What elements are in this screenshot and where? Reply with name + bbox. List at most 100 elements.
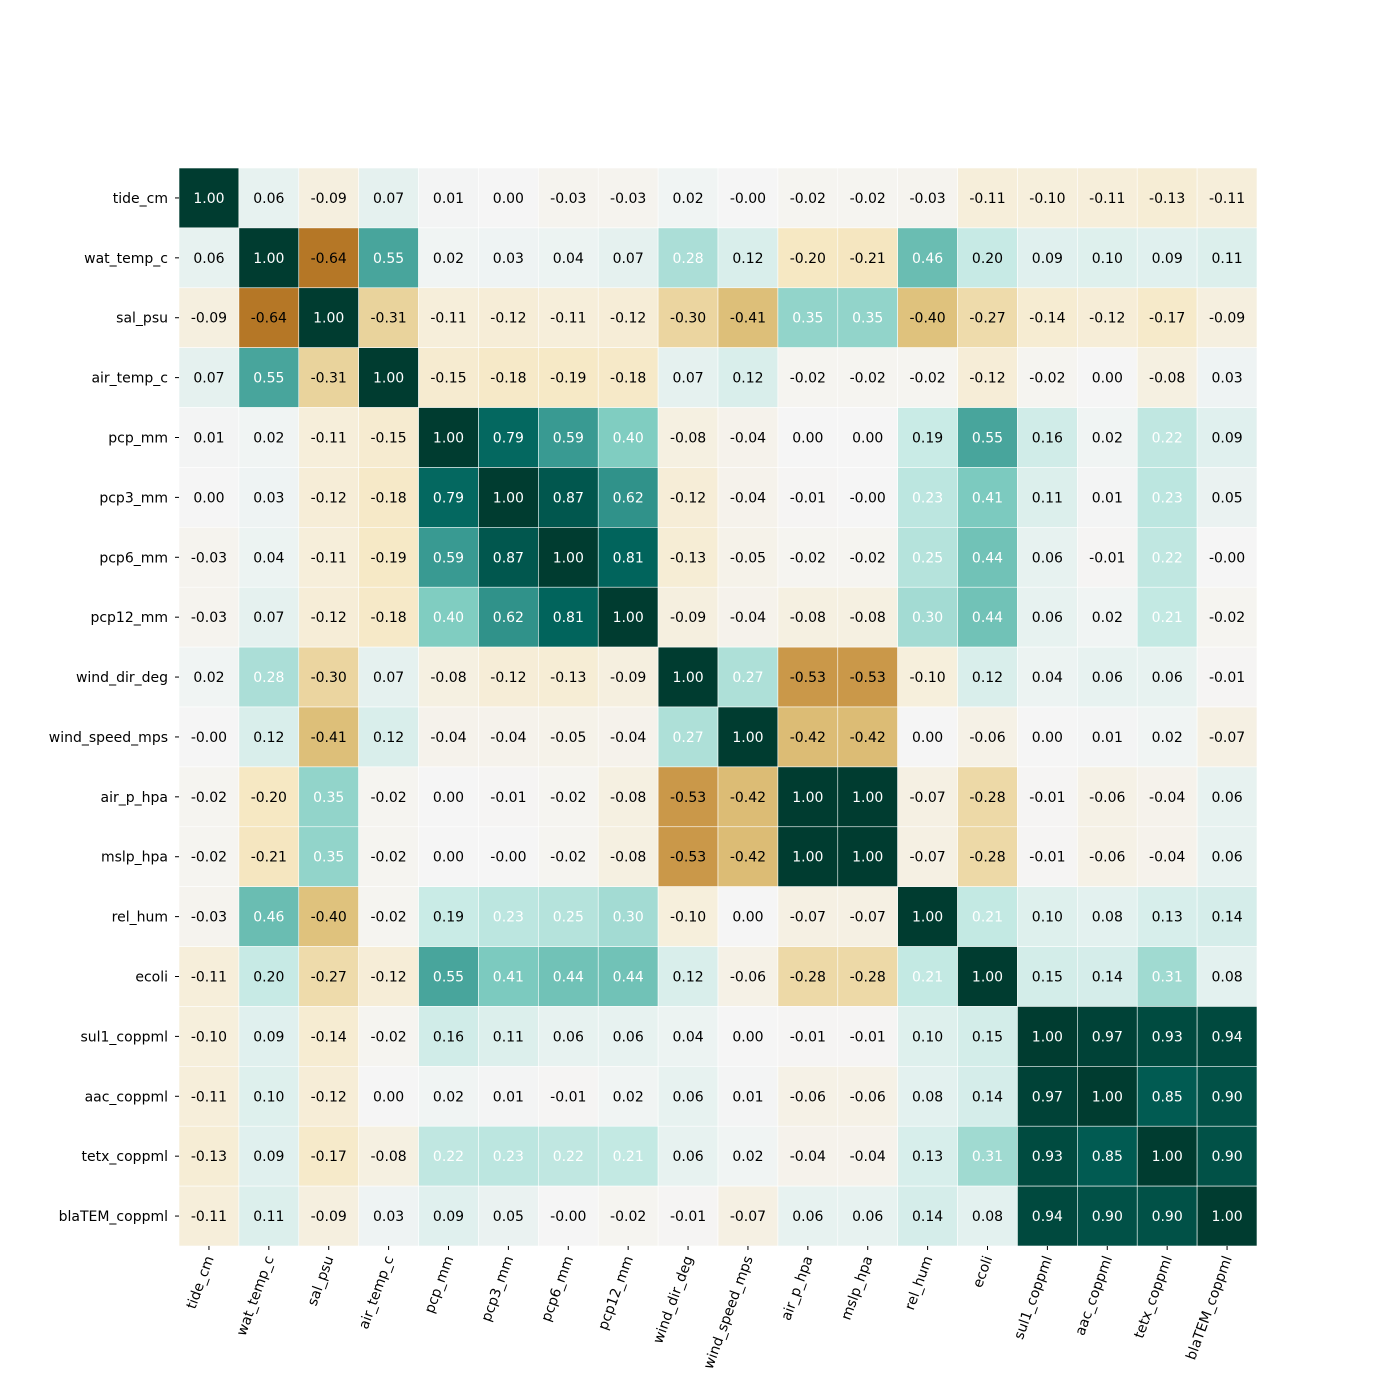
heatmap-cell-pcp6_mm-ecoli [957,527,1018,588]
heatmap-cell-sal_psu-pcp6_mm [538,287,599,348]
heatmap-cell-mslp_hpa-tide_cm [178,826,240,887]
heatmap-cell-ecoli-wat_temp_c [238,946,300,1007]
heatmap-cell-tide_cm-ecoli [957,167,1018,229]
heatmap-cell-wat_temp_c-wind_speed_mps [717,227,779,289]
heatmap-value-label: 0.90 [1211,1089,1242,1105]
heatmap-value-label: 1.00 [253,251,284,267]
heatmap-cell-pcp_mm-aac_coppml [1077,407,1138,468]
heatmap-value-label: -0.02 [909,371,945,387]
heatmap-cell-ecoli-tide_cm [178,946,240,1007]
heatmap-value-label: 0.81 [613,550,644,566]
heatmap-cell-aac_coppml-mslp_hpa [837,1066,898,1127]
heatmap-cell-aac_coppml-blaTEM_coppml [1196,1066,1258,1127]
heatmap-cell-wat_temp_c-tetx_coppml [1136,227,1198,289]
heatmap-cell-rel_hum-wat_temp_c [238,886,300,947]
heatmap-value-label: -0.18 [610,371,646,387]
heatmap-value-label: -0.06 [1089,850,1125,866]
heatmap-value-label: 0.93 [1032,1149,1063,1165]
heatmap-value-label: -0.08 [610,790,646,806]
heatmap-cell-wind_speed_mps-rel_hum [897,706,958,768]
heatmap-value-label: 0.41 [972,490,1003,506]
heatmap-value-label: -0.08 [370,1149,406,1165]
heatmap-value-label: 0.19 [912,431,943,447]
heatmap-value-label: 0.44 [613,970,644,986]
heatmap-value-label: -0.18 [370,610,406,626]
heatmap-value-label: 0.12 [253,730,284,746]
heatmap-cell-sal_psu-wind_speed_mps [717,287,779,348]
heatmap-cell-rel_hum-air_temp_c [358,886,419,947]
heatmap-value-label: -0.01 [790,1029,826,1045]
heatmap-cell-wat_temp_c-rel_hum [897,227,958,289]
heatmap-value-label: -0.11 [191,970,227,986]
heatmap-value-label: 0.10 [1032,910,1063,926]
heatmap-cell-wind_speed_mps-pcp3_mm [478,706,539,768]
heatmap-cell-sal_psu-air_temp_c [358,287,419,348]
heatmap-cell-aac_coppml-pcp12_mm [597,1066,659,1127]
heatmap-value-label: -0.40 [909,311,945,327]
heatmap-cell-tide_cm-wat_temp_c [238,167,300,229]
y-tick-label-tetx_coppml: tetx_coppml [82,1149,168,1165]
heatmap-value-label: -0.03 [610,191,646,207]
heatmap-value-label: -0.01 [1029,850,1065,866]
heatmap-cell-air_temp_c-pcp12_mm [597,347,659,408]
heatmap-value-label: 0.00 [433,790,464,806]
heatmap-value-label: -0.06 [730,970,766,986]
heatmap-value-label: 0.08 [912,1089,943,1105]
heatmap-value-label: 0.20 [972,251,1003,267]
x-tick-label-rel_hum: rel_hum [902,1254,936,1312]
heatmap-value-label: 0.55 [373,251,404,267]
heatmap-value-label: -0.11 [550,311,586,327]
heatmap-cell-tide_cm-sul1_coppml [1017,167,1078,229]
heatmap-cell-aac_coppml-air_p_hpa [777,1066,839,1127]
heatmap-value-label: 0.44 [972,550,1003,566]
heatmap-cell-pcp6_mm-aac_coppml [1077,527,1138,588]
heatmap-cell-pcp3_mm-wat_temp_c [238,467,300,528]
heatmap-value-label: 0.35 [313,790,344,806]
heatmap-value-label: 0.44 [972,610,1003,626]
heatmap-value-label: -0.01 [790,490,826,506]
heatmap-value-label: -0.12 [1089,311,1125,327]
heatmap-cell-tetx_coppml-pcp12_mm [597,1125,659,1187]
heatmap-cell-blaTEM_coppml-sul1_coppml [1017,1185,1078,1247]
heatmap-value-label: 1.00 [792,850,823,866]
heatmap-value-label: -0.04 [790,1149,826,1165]
heatmap-cell-tide_cm-aac_coppml [1077,167,1138,229]
heatmap-value-label: 0.14 [1092,970,1123,986]
heatmap-cell-tide_cm-air_temp_c [358,167,419,229]
heatmap-cell-tetx_coppml-pcp3_mm [478,1125,539,1187]
heatmap-value-label: 0.07 [253,610,284,626]
heatmap-cell-tide_cm-pcp_mm [418,167,479,229]
heatmap-value-label: -0.00 [490,850,526,866]
heatmap-value-label: 1.00 [1032,1029,1063,1045]
heatmap-value-label: 0.08 [1211,970,1242,986]
heatmap-cell-sul1_coppml-wind_dir_deg [657,1006,719,1067]
heatmap-value-label: 0.09 [253,1149,284,1165]
heatmap-value-label: -0.11 [1209,191,1245,207]
heatmap-cell-tetx_coppml-tide_cm [178,1125,240,1187]
y-tick-label-tide_cm: tide_cm [113,191,168,207]
heatmap-value-label: 1.00 [852,850,883,866]
heatmap-value-label: 0.06 [672,1149,703,1165]
heatmap-value-label: 0.10 [253,1089,284,1105]
heatmap-cell-sul1_coppml-aac_coppml [1077,1006,1138,1067]
heatmap-cell-blaTEM_coppml-rel_hum [897,1185,958,1247]
heatmap-value-label: -0.19 [550,371,586,387]
heatmap-cell-pcp3_mm-air_temp_c [358,467,419,528]
heatmap-value-label: 0.02 [253,431,284,447]
heatmap-cell-tide_cm-tide_cm [178,167,240,229]
heatmap-value-label: -0.12 [311,490,347,506]
heatmap-cell-sul1_coppml-ecoli [957,1006,1018,1067]
heatmap-cell-pcp6_mm-air_temp_c [358,527,419,588]
heatmap-cell-aac_coppml-pcp_mm [418,1066,479,1127]
heatmap-value-label: -0.07 [909,790,945,806]
heatmap-value-label: 0.10 [912,1029,943,1045]
heatmap-cell-blaTEM_coppml-pcp3_mm [478,1185,539,1247]
heatmap-cell-pcp3_mm-sul1_coppml [1017,467,1078,528]
heatmap-cell-mslp_hpa-mslp_hpa [837,826,898,887]
heatmap-cell-pcp6_mm-sul1_coppml [1017,527,1078,588]
heatmap-value-label: -0.10 [670,910,706,926]
heatmap-cell-wat_temp_c-sal_psu [298,227,359,289]
heatmap-cell-pcp3_mm-tetx_coppml [1136,467,1198,528]
heatmap-cell-tetx_coppml-aac_coppml [1077,1125,1138,1187]
